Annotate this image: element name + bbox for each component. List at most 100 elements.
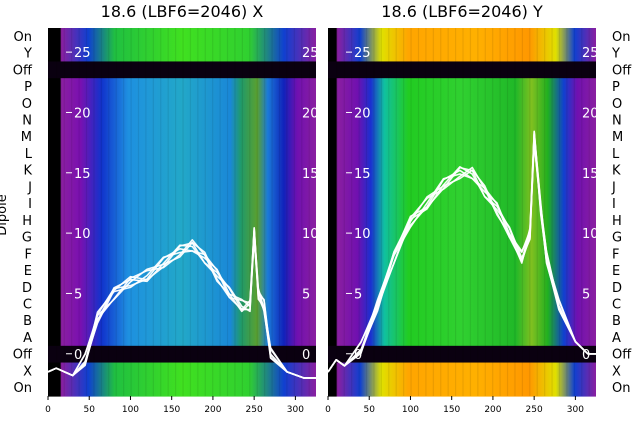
- heatmap-row: [328, 245, 596, 263]
- overlay-tick-label-right: 0: [302, 348, 310, 363]
- overlay-tick-label-right: 25: [302, 46, 319, 61]
- heatmap-streak: [160, 28, 162, 396]
- heatmap-row: [328, 379, 596, 397]
- heatmap-row: [328, 28, 596, 46]
- row-label: P: [24, 80, 32, 95]
- heatmap-streak: [71, 28, 73, 396]
- overlay-line: [47, 238, 316, 379]
- row-label: D: [22, 281, 32, 296]
- overlay-tick-label: 10: [354, 227, 371, 242]
- row-label: A: [612, 331, 621, 346]
- heatmap-streak: [115, 28, 117, 396]
- heatmap-streak: [234, 28, 236, 396]
- heatmap-streak: [100, 28, 102, 396]
- row-label: O: [612, 97, 622, 112]
- heatmap-streak: [388, 28, 390, 396]
- row-label: I: [28, 197, 32, 212]
- heatmap-streak: [373, 28, 375, 396]
- heatmap-streak: [226, 28, 229, 396]
- overlay-tick-label-right: 10: [302, 227, 319, 242]
- overlay-tick-label-right: 10: [582, 227, 599, 242]
- heatmap-streak: [189, 28, 192, 396]
- heatmap-streak: [256, 28, 258, 396]
- heatmap-row: [48, 78, 316, 96]
- x-tick-label: 250: [246, 405, 263, 415]
- row-label: X: [612, 364, 621, 379]
- heatmap-row: [48, 278, 316, 297]
- heatmap-streak: [336, 28, 338, 396]
- heatmap-streak: [365, 28, 368, 396]
- heatmap-panel-y: 18.6 (LBF6=2046) YOnYOffPONMLKJIHGFEDCBA…: [325, 2, 632, 415]
- overlay-tick-label: 0: [74, 348, 82, 363]
- x-tick-label: 100: [402, 405, 419, 415]
- heatmap-streak: [308, 28, 310, 396]
- heatmap-streak: [469, 28, 472, 396]
- chart-title: 18.6 (LBF6=2046) X: [101, 2, 264, 21]
- row-label: X: [23, 364, 32, 379]
- heatmap-streak: [588, 28, 590, 396]
- heatmap-row: [328, 195, 596, 213]
- heatmap-row: [328, 329, 596, 347]
- heatmap-row: [328, 362, 596, 380]
- heatmap-streak: [358, 28, 360, 396]
- x-tick-label: 150: [443, 405, 460, 415]
- heatmap-row: [48, 195, 316, 213]
- overlay-line: [327, 130, 596, 373]
- overlay-tick-label-right: 5: [302, 287, 310, 302]
- heatmap-row: [48, 312, 316, 330]
- x-tick-label: 150: [163, 405, 180, 415]
- heatmap-streak: [558, 28, 561, 396]
- heatmap-streak: [212, 28, 214, 396]
- heatmap-streak: [536, 28, 538, 396]
- heatmap-streak: [78, 28, 80, 396]
- heatmap-streak: [521, 28, 523, 396]
- row-label: H: [22, 214, 32, 229]
- x-tick-label: 250: [526, 405, 543, 415]
- heatmap-row: [48, 212, 316, 230]
- overlay-tick-label-right: 15: [582, 167, 599, 182]
- heatmap-streak: [130, 28, 132, 396]
- heatmap-row: [48, 379, 316, 397]
- overlay-tick-label: 15: [354, 167, 371, 182]
- heatmap-streak: [167, 28, 169, 396]
- heatmap-streak: [264, 28, 266, 396]
- overlay-tick-label-right: 0: [582, 348, 590, 363]
- heatmap-streak: [301, 28, 303, 396]
- row-label: E: [612, 264, 620, 279]
- heatmap-row: [328, 94, 596, 113]
- row-label: On: [612, 30, 630, 45]
- heatmap-streak: [241, 28, 243, 396]
- row-label: M: [612, 130, 623, 145]
- row-label: N: [612, 114, 622, 129]
- x-tick-label: 50: [364, 405, 376, 415]
- heatmap-streak: [425, 28, 427, 396]
- heatmap-streak: [566, 28, 568, 396]
- row-label: On: [14, 381, 32, 396]
- heatmap-row: [48, 94, 316, 113]
- row-label: On: [612, 381, 630, 396]
- row-label: O: [22, 97, 32, 112]
- x-tick-label: 200: [484, 405, 501, 415]
- heatmap-row: [48, 345, 316, 364]
- heatmap-streak: [551, 28, 553, 396]
- row-label: Off: [13, 348, 33, 363]
- row-label: K: [612, 164, 621, 179]
- y-axis-label: Dipole: [0, 194, 10, 235]
- heatmap-streak: [174, 28, 177, 396]
- row-label: Y: [23, 47, 32, 62]
- row-label: B: [612, 314, 621, 329]
- row-label: D: [612, 281, 622, 296]
- heatmap-row: [48, 111, 316, 129]
- heatmap-streak: [484, 28, 486, 396]
- overlay-tick-label: 5: [74, 287, 82, 302]
- heatmap-streak: [85, 28, 88, 396]
- heatmap-streak: [93, 28, 95, 396]
- overlay-tick-label: 20: [354, 106, 371, 121]
- heatmap-row: [48, 145, 316, 163]
- row-label: N: [22, 114, 32, 129]
- heatmap-row: [328, 345, 596, 364]
- heatmap-row: [328, 161, 596, 180]
- x-tick-label: 300: [287, 405, 304, 415]
- x-tick-label: 200: [204, 405, 221, 415]
- overlay-line: [327, 141, 596, 373]
